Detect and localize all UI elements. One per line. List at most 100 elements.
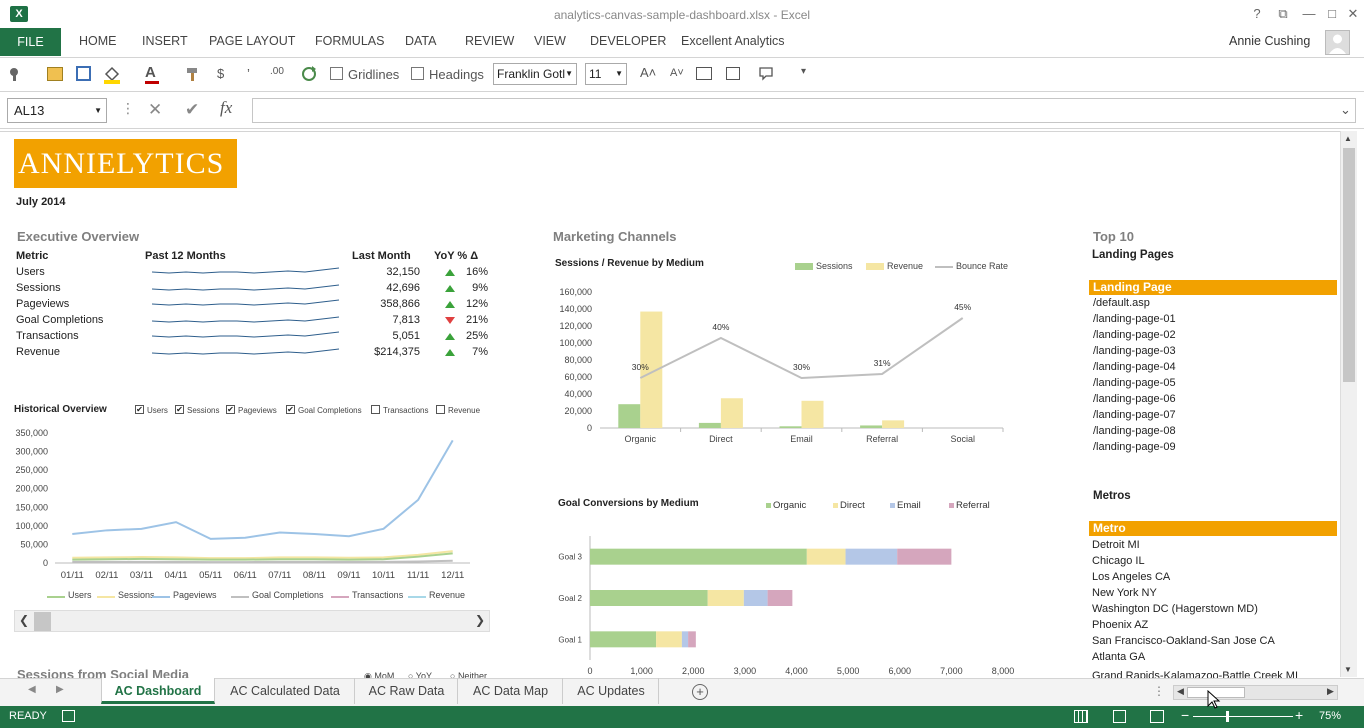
sheet-tab-ac-calculated-data[interactable]: AC Calculated Data xyxy=(216,678,355,704)
cell-styles-icon[interactable] xyxy=(726,67,740,80)
minimize-button[interactable]: — xyxy=(1302,6,1316,21)
file-tab[interactable]: FILE xyxy=(0,28,61,56)
historical-checkbox[interactable]: ✔ xyxy=(286,405,295,414)
normal-view-icon[interactable] xyxy=(1074,710,1088,723)
name-box[interactable]: AL13 ▼ xyxy=(7,98,107,123)
expand-formula-icon[interactable]: ⌄ xyxy=(1340,102,1351,117)
historical-checkbox[interactable]: ✔ xyxy=(135,405,144,414)
close-button[interactable]: ✕ xyxy=(1347,6,1359,21)
font-color-icon[interactable]: A xyxy=(145,64,159,84)
landing-page-item[interactable]: /landing-page-01 xyxy=(1093,313,1176,325)
cancel-icon[interactable]: ✕ xyxy=(148,100,163,119)
tab-data[interactable]: DATA xyxy=(405,34,437,48)
zoom-level[interactable]: 75% xyxy=(1319,710,1342,722)
font-name-select[interactable]: Franklin Gotl ▼ xyxy=(493,63,577,85)
new-sheet-button[interactable]: + xyxy=(692,684,708,700)
tab-view[interactable]: VIEW xyxy=(534,34,566,48)
scroll-left-icon[interactable]: ❮ xyxy=(19,613,30,627)
zoom-in-button[interactable]: + xyxy=(1295,707,1304,723)
zoom-slider-thumb[interactable] xyxy=(1226,711,1229,722)
historical-checkbox[interactable] xyxy=(436,405,445,414)
enter-icon[interactable]: ✔ xyxy=(185,100,200,119)
form-icon[interactable] xyxy=(696,67,712,80)
landing-page-item[interactable]: /landing-page-03 xyxy=(1093,345,1176,357)
metro-item[interactable]: New York NY xyxy=(1092,587,1157,599)
user-name[interactable]: Annie Cushing xyxy=(1229,34,1311,48)
currency-icon[interactable]: $ xyxy=(217,66,225,81)
scroll-down-icon[interactable]: ▼ xyxy=(1344,665,1352,674)
social-option-yoy[interactable]: ○ YoY xyxy=(408,671,432,681)
metro-item[interactable]: Phoenix AZ xyxy=(1092,619,1149,631)
landing-page-item[interactable]: /landing-page-06 xyxy=(1093,393,1176,405)
landing-page-item[interactable]: /landing-page-02 xyxy=(1093,329,1176,341)
hscroll-thumb[interactable] xyxy=(1187,687,1245,698)
increase-decimal-icon[interactable]: .00 xyxy=(270,66,284,77)
insert-function-icon[interactable]: fx xyxy=(220,98,233,117)
historical-checkbox[interactable] xyxy=(371,405,380,414)
tab-review[interactable]: REVIEW xyxy=(465,34,515,48)
maximize-button[interactable]: □ xyxy=(1328,6,1336,21)
decrease-font-icon[interactable]: A˅ xyxy=(670,67,684,79)
landing-page-item[interactable]: /landing-page-05 xyxy=(1093,377,1176,389)
formula-input[interactable] xyxy=(252,98,1356,123)
worksheet[interactable] xyxy=(0,131,1340,677)
fill-color-icon[interactable] xyxy=(104,66,120,84)
tab-home[interactable]: HOME xyxy=(79,34,117,48)
help-icon[interactable]: ? xyxy=(1253,6,1261,21)
vertical-scroll-thumb[interactable] xyxy=(1343,148,1355,382)
next-sheet-icon[interactable]: ▶ xyxy=(56,684,64,695)
prev-sheet-icon[interactable]: ◀ xyxy=(28,684,36,695)
format-painter-icon[interactable] xyxy=(185,66,201,82)
font-size-select[interactable]: 11 ▼ xyxy=(585,63,627,85)
increase-font-icon[interactable]: A˄ xyxy=(640,65,657,80)
tab-developer[interactable]: DEVELOPER xyxy=(590,34,667,48)
landing-page-item[interactable]: /landing-page-09 xyxy=(1093,441,1176,453)
comma-style-icon[interactable]: ’ xyxy=(247,66,250,81)
chart-scrollbar[interactable] xyxy=(14,610,490,632)
legend-label: Sessions xyxy=(118,590,155,600)
refresh-icon[interactable] xyxy=(301,65,318,82)
ribbon-display-icon[interactable]: ⧉ xyxy=(1278,6,1288,21)
sheet-tab-ac-raw-data[interactable]: AC Raw Data xyxy=(356,678,458,704)
scroll-right-icon[interactable]: ❯ xyxy=(475,613,486,627)
historical-checkbox[interactable]: ✔ xyxy=(226,405,235,414)
save-icon[interactable] xyxy=(76,66,91,81)
macro-record-icon[interactable] xyxy=(62,710,75,722)
scroll-thumb[interactable] xyxy=(34,612,51,631)
page-layout-view-icon[interactable] xyxy=(1113,710,1126,723)
hscroll-left-icon[interactable]: ◀ xyxy=(1177,686,1184,696)
metro-item[interactable]: Atlanta GA xyxy=(1092,651,1146,663)
hscroll-right-icon[interactable]: ▶ xyxy=(1327,686,1334,696)
scroll-up-icon[interactable]: ▲ xyxy=(1344,134,1352,143)
landing-page-item[interactable]: /landing-page-08 xyxy=(1093,425,1176,437)
historical-checkbox[interactable]: ✔ xyxy=(175,405,184,414)
page-break-view-icon[interactable] xyxy=(1150,710,1164,723)
gridlines-checkbox[interactable] xyxy=(330,67,343,80)
headings-checkbox[interactable] xyxy=(411,67,424,80)
sheet-tab-ac-data-map[interactable]: AC Data Map xyxy=(459,678,563,704)
tab-split-icon[interactable]: ⋮ xyxy=(1153,684,1165,698)
zoom-out-button[interactable]: − xyxy=(1181,707,1190,723)
sheet-tab-ac-updates[interactable]: AC Updates xyxy=(564,678,659,704)
tab-excellent-analytics[interactable]: Excellent Analytics xyxy=(681,34,785,48)
zoom-slider-track[interactable] xyxy=(1193,716,1293,717)
landing-page-item[interactable]: /default.asp xyxy=(1093,297,1150,309)
metro-item[interactable]: San Francisco-Oakland-San Jose CA xyxy=(1092,635,1275,647)
social-option-mom[interactable]: ◉ MoM xyxy=(364,671,395,681)
user-avatar[interactable] xyxy=(1325,30,1350,55)
metro-item[interactable]: Los Angeles CA xyxy=(1092,571,1171,583)
sheet-tab-ac-dashboard[interactable]: AC Dashboard xyxy=(101,678,215,704)
shapes-icon[interactable] xyxy=(758,65,776,81)
metro-item[interactable]: Detroit MI xyxy=(1092,539,1140,551)
touch-mode-icon[interactable] xyxy=(8,66,24,82)
tab-page-layout[interactable]: PAGE LAYOUT xyxy=(209,34,296,48)
tab-insert[interactable]: INSERT xyxy=(142,34,188,48)
tab-formulas[interactable]: FORMULAS xyxy=(315,34,385,48)
open-icon[interactable] xyxy=(47,67,63,81)
landing-page-item[interactable]: /landing-page-07 xyxy=(1093,409,1176,421)
metro-item[interactable]: Washington DC (Hagerstown MD) xyxy=(1092,603,1258,615)
customize-toolbar-icon[interactable]: ▾ xyxy=(801,66,807,77)
landing-page-item[interactable]: /landing-page-04 xyxy=(1093,361,1176,373)
metro-item[interactable]: Chicago IL xyxy=(1092,555,1145,567)
social-option-neither[interactable]: ○ Neither xyxy=(450,671,487,681)
